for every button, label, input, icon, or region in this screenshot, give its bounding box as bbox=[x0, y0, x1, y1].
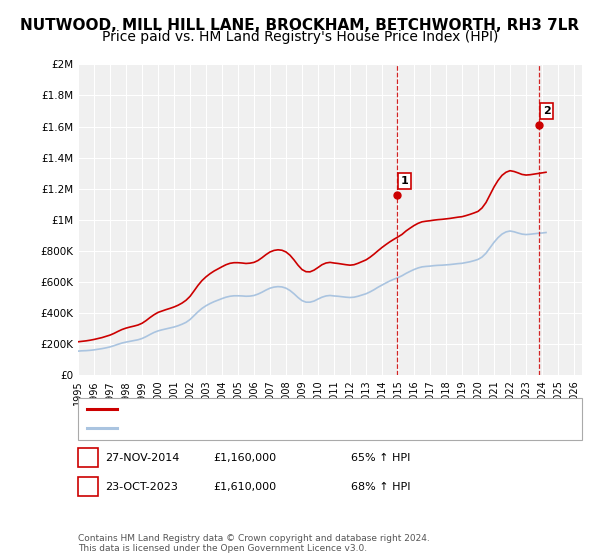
Text: 27-NOV-2014: 27-NOV-2014 bbox=[106, 452, 180, 463]
Text: NUTWOOD, MILL HILL LANE, BROCKHAM, BETCHWORTH, RH3 7LR: NUTWOOD, MILL HILL LANE, BROCKHAM, BETCH… bbox=[20, 18, 580, 33]
Text: 2: 2 bbox=[543, 106, 551, 116]
Text: Price paid vs. HM Land Registry's House Price Index (HPI): Price paid vs. HM Land Registry's House … bbox=[102, 30, 498, 44]
Text: 2: 2 bbox=[84, 482, 92, 492]
Text: 23-OCT-2023: 23-OCT-2023 bbox=[106, 482, 178, 492]
Text: NUTWOOD, MILL HILL LANE, BROCKHAM, BETCHWORTH, RH3 7LR (detached house): NUTWOOD, MILL HILL LANE, BROCKHAM, BETCH… bbox=[121, 404, 556, 414]
Text: £1,160,000: £1,160,000 bbox=[213, 452, 276, 463]
Text: 1: 1 bbox=[401, 176, 409, 186]
Text: 68% ↑ HPI: 68% ↑ HPI bbox=[351, 482, 410, 492]
Text: 65% ↑ HPI: 65% ↑ HPI bbox=[351, 452, 410, 463]
Text: £1,610,000: £1,610,000 bbox=[213, 482, 276, 492]
Text: HPI: Average price, detached house, Mole Valley: HPI: Average price, detached house, Mole… bbox=[121, 423, 373, 433]
Text: Contains HM Land Registry data © Crown copyright and database right 2024.
This d: Contains HM Land Registry data © Crown c… bbox=[78, 534, 430, 553]
Text: 1: 1 bbox=[84, 452, 92, 463]
